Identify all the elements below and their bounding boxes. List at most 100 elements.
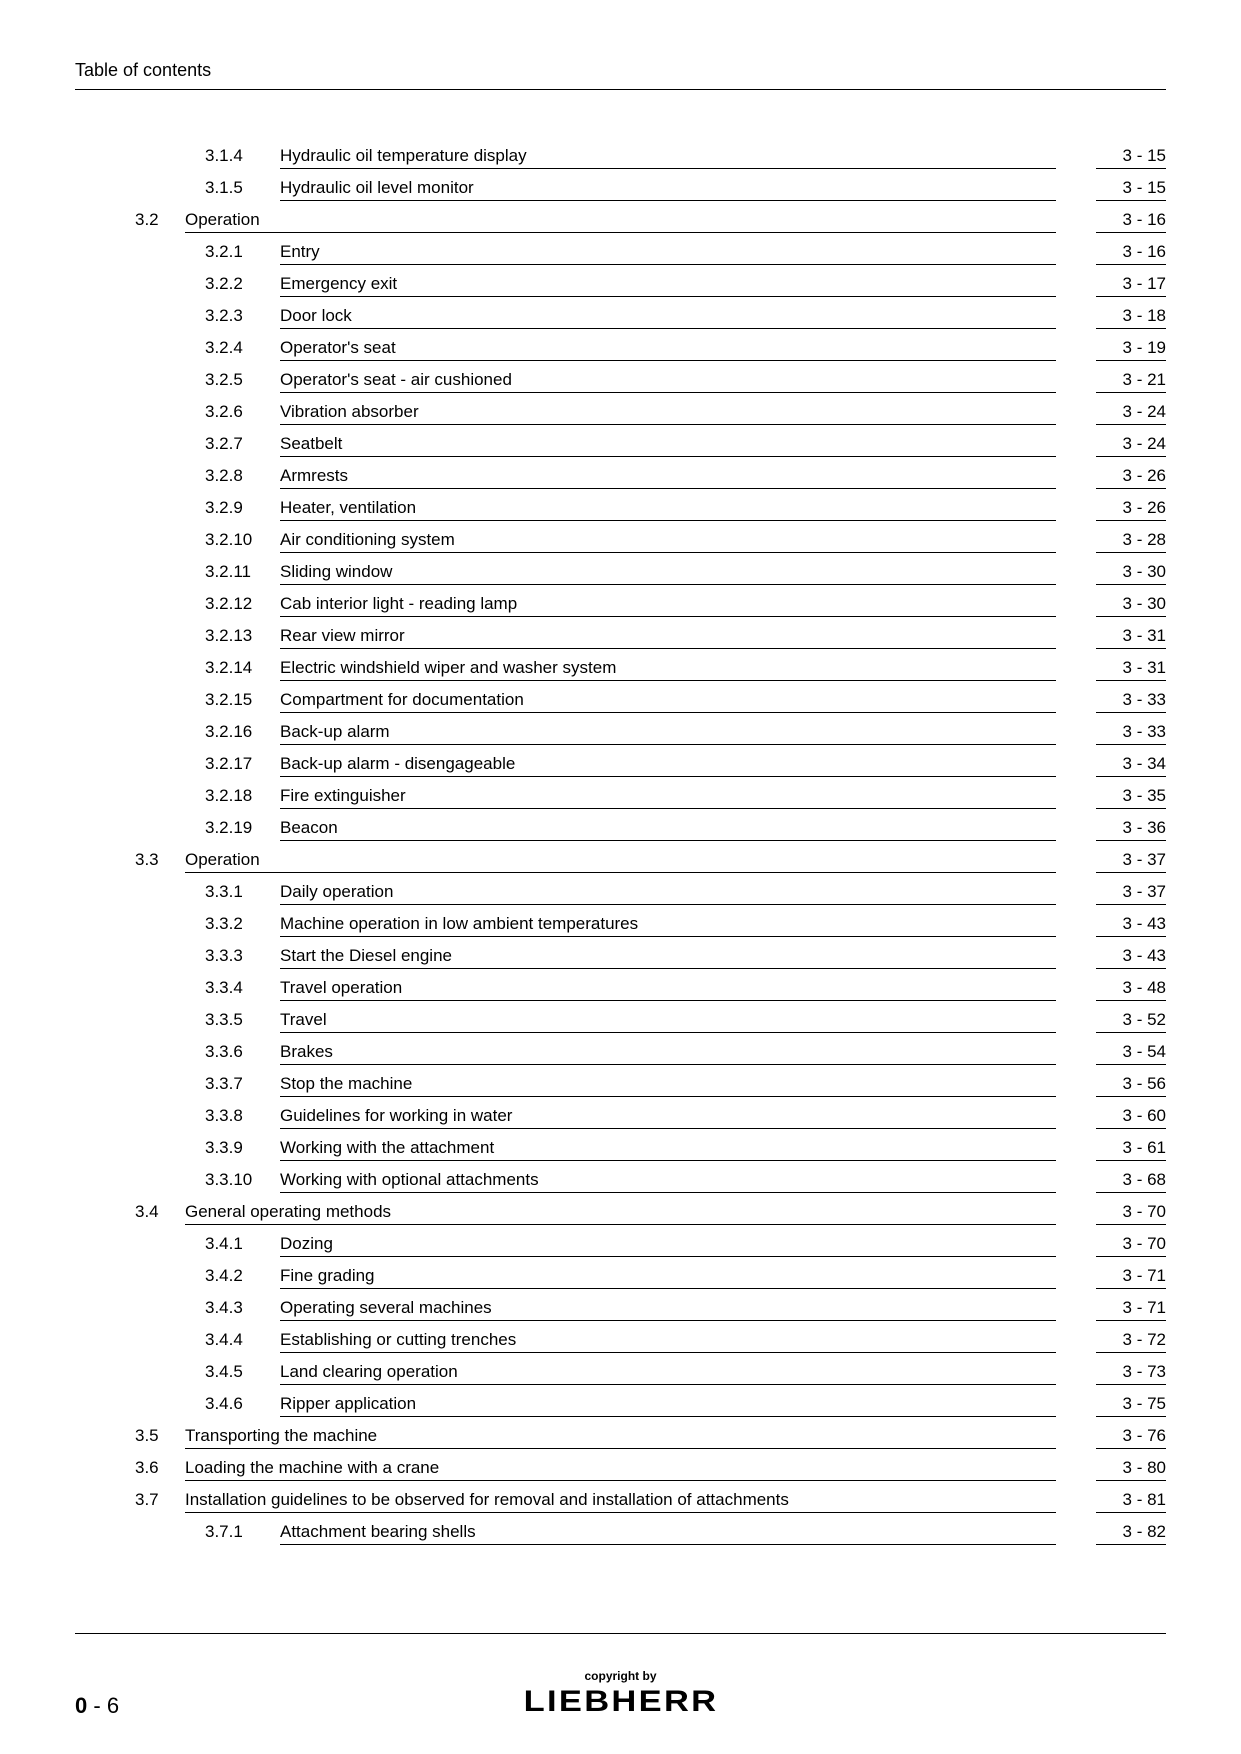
toc-sub-number: 3.3.5: [185, 1011, 280, 1028]
toc-title: Hydraulic oil temperature display: [280, 145, 1056, 169]
toc-title: Daily operation: [280, 881, 1056, 905]
toc-row: 3.3.6Brakes 3 - 54: [75, 1041, 1166, 1065]
toc-title: Emergency exit: [280, 273, 1056, 297]
toc-title: Land clearing operation: [280, 1361, 1056, 1385]
toc-sub-number: 3.2.8: [185, 467, 280, 484]
toc-row: 3.3.10Working with optional attachments3…: [75, 1169, 1166, 1193]
toc-page-ref: 3 - 18: [1096, 305, 1166, 329]
toc-title: Attachment bearing shells: [280, 1521, 1056, 1545]
toc-row: 3.2.12Cab interior light - reading lamp3…: [75, 593, 1166, 617]
toc-page-ref: 3 - 68: [1096, 1169, 1166, 1193]
toc-row: 3.2.4Operator's seat3 - 19: [75, 337, 1166, 361]
toc-page-ref: 3 - 80: [1096, 1457, 1166, 1481]
page-sep: -: [87, 1693, 107, 1718]
toc-sub-number: 3.2.12: [185, 595, 280, 612]
toc-page-ref: 3 - 37: [1096, 881, 1166, 905]
toc-title: Stop the machine: [280, 1073, 1056, 1097]
toc-row: 3.3Operation3 - 37: [75, 849, 1166, 873]
toc-title: Start the Diesel engine: [280, 945, 1056, 969]
toc-row: 3.2.18Fire extinguisher3 - 35: [75, 785, 1166, 809]
toc-section-number: 3.5: [75, 1427, 185, 1444]
toc-sub-number: 3.2.9: [185, 499, 280, 516]
toc-page-ref: 3 - 76: [1096, 1425, 1166, 1449]
toc-row: 3.3.8Guidelines for working in water3 - …: [75, 1105, 1166, 1129]
toc-section-number: 3.6: [75, 1459, 185, 1476]
toc-page-ref: 3 - 43: [1096, 913, 1166, 937]
toc-row: 3.1.5Hydraulic oil level monitor 3 - 15: [75, 177, 1166, 201]
toc-sub-number: 3.3.6: [185, 1043, 280, 1060]
toc-title: Back-up alarm - disengageable: [280, 753, 1056, 777]
toc-row: 3.7.1Attachment bearing shells3 - 82: [75, 1521, 1166, 1545]
toc-page-ref: 3 - 36: [1096, 817, 1166, 841]
toc-page-ref: 3 - 24: [1096, 433, 1166, 457]
brand-logo: LIEBHERR: [523, 1685, 718, 1719]
toc-section-number: 3.7: [75, 1491, 185, 1508]
toc-page-ref: 3 - 54: [1096, 1041, 1166, 1065]
toc-sub-number: 3.2.4: [185, 339, 280, 356]
copyright-text: copyright by: [536, 1669, 705, 1683]
toc-sub-number: 3.4.2: [185, 1267, 280, 1284]
toc-title: General operating methods: [185, 1201, 1056, 1225]
toc-row: 3.2.3Door lock 3 - 18: [75, 305, 1166, 329]
toc-row: 3.2.13Rear view mirror3 - 31: [75, 625, 1166, 649]
toc-title: Seatbelt: [280, 433, 1056, 457]
toc-title: Working with optional attachments: [280, 1169, 1056, 1193]
toc-sub-number: 3.2.18: [185, 787, 280, 804]
toc-page-ref: 3 - 82: [1096, 1521, 1166, 1545]
toc-page-ref: 3 - 48: [1096, 977, 1166, 1001]
toc-title: Installation guidelines to be observed f…: [185, 1489, 1056, 1513]
toc-page-ref: 3 - 43: [1096, 945, 1166, 969]
toc-sub-number: 3.2.13: [185, 627, 280, 644]
toc-title: Dozing: [280, 1233, 1056, 1257]
toc-row: 3.3.9Working with the attachment3 - 61: [75, 1137, 1166, 1161]
toc-page-ref: 3 - 26: [1096, 465, 1166, 489]
toc-sub-number: 3.1.5: [185, 179, 280, 196]
toc-sub-number: 3.4.1: [185, 1235, 280, 1252]
toc-row: 3.5Transporting the machine3 - 76: [75, 1425, 1166, 1449]
toc-title: Brakes: [280, 1041, 1056, 1065]
toc-page-ref: 3 - 35: [1096, 785, 1166, 809]
toc-sub-number: 3.2.3: [185, 307, 280, 324]
toc-title: Travel: [280, 1009, 1056, 1033]
toc-row: 3.2.14Electric windshield wiper and wash…: [75, 657, 1166, 681]
toc-page-ref: 3 - 28: [1096, 529, 1166, 553]
toc-sub-number: 3.3.9: [185, 1139, 280, 1156]
toc-title: Armrests: [280, 465, 1056, 489]
toc-sub-number: 3.2.11: [185, 563, 280, 580]
toc-title: Compartment for documentation: [280, 689, 1056, 713]
toc-row: 3.2.10Air conditioning system3 - 28: [75, 529, 1166, 553]
toc-page-ref: 3 - 17: [1096, 273, 1166, 297]
toc-row: 3.1.4Hydraulic oil temperature display3 …: [75, 145, 1166, 169]
toc-row: 3.7Installation guidelines to be observe…: [75, 1489, 1166, 1513]
brand-block: copyright by LIEBHERR: [536, 1669, 705, 1719]
toc-row: 3.6Loading the machine with a crane 3 - 8…: [75, 1457, 1166, 1481]
toc-sub-number: 3.4.3: [185, 1299, 280, 1316]
toc-page-ref: 3 - 16: [1096, 209, 1166, 233]
toc-sub-number: 3.2.7: [185, 435, 280, 452]
toc-page-ref: 3 - 26: [1096, 497, 1166, 521]
toc-title: Operating several machines: [280, 1297, 1056, 1321]
page-footer: 0 - 6 copyright by LIEBHERR: [75, 1693, 1166, 1719]
toc-sub-number: 3.3.2: [185, 915, 280, 932]
toc-sub-number: 3.3.3: [185, 947, 280, 964]
toc-title: Hydraulic oil level monitor: [280, 177, 1056, 201]
toc-row: 3.2.7Seatbelt 3 - 24: [75, 433, 1166, 457]
toc-row: 3.3.7Stop the machine3 - 56: [75, 1073, 1166, 1097]
toc-page-ref: 3 - 15: [1096, 145, 1166, 169]
toc-sub-number: 3.4.4: [185, 1331, 280, 1348]
toc-page-ref: 3 - 15: [1096, 177, 1166, 201]
toc-page-ref: 3 - 75: [1096, 1393, 1166, 1417]
toc-title: Door lock: [280, 305, 1056, 329]
table-of-contents: 3.1.4Hydraulic oil temperature display3 …: [75, 145, 1166, 1545]
toc-row: 3.4.4Establishing or cutting trenches3 -…: [75, 1329, 1166, 1353]
toc-title: Sliding window: [280, 561, 1056, 585]
toc-row: 3.2Operation3 - 16: [75, 209, 1166, 233]
toc-sub-number: 3.4.6: [185, 1395, 280, 1412]
toc-row: 3.2.2Emergency exit3 - 17: [75, 273, 1166, 297]
page-number: 0 - 6: [75, 1693, 119, 1719]
toc-page-ref: 3 - 34: [1096, 753, 1166, 777]
page-prefix: 0: [75, 1693, 87, 1718]
toc-page-ref: 3 - 52: [1096, 1009, 1166, 1033]
toc-title: Fine grading: [280, 1265, 1056, 1289]
toc-title: Loading the machine with a crane: [185, 1457, 1056, 1481]
